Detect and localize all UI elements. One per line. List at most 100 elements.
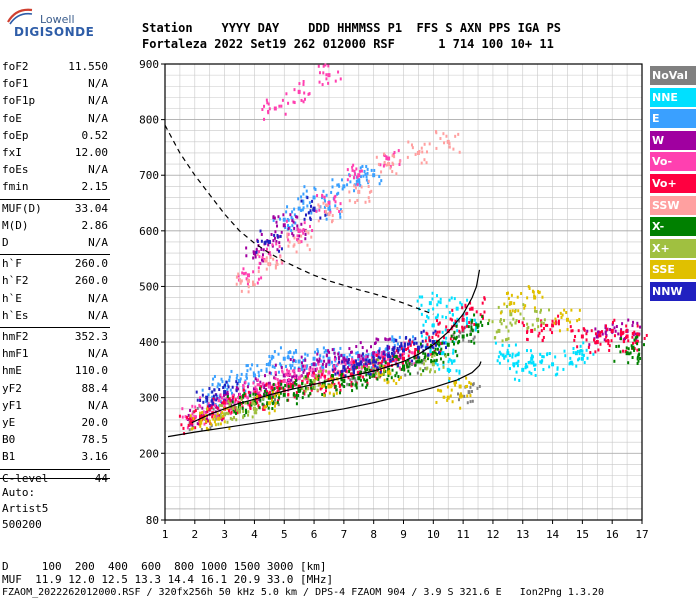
echo-point-vo- [221, 396, 224, 400]
echo-point-sse [446, 398, 449, 402]
echo-point-ssw [279, 255, 282, 259]
echo-point-vo- [218, 413, 221, 417]
echo-point-nne [453, 359, 456, 363]
echo-point-vo- [387, 362, 391, 367]
echo-point-w [384, 337, 387, 341]
echo-point-w [249, 391, 252, 395]
echo-point-x- [394, 374, 397, 378]
echo-point-x- [225, 411, 228, 415]
logo-text-digisonde: DIGISONDE [14, 25, 95, 39]
param-label: h`E [2, 291, 22, 305]
echo-point-x- [278, 387, 281, 391]
echo-point-nnw [276, 235, 279, 239]
echo-point-ssw [317, 219, 320, 223]
echo-point-vo- [599, 334, 602, 338]
echo-point-e [221, 380, 224, 384]
echo-point-sse [386, 381, 389, 385]
echo-point-vo- [346, 370, 349, 374]
auto-label: Auto: [2, 486, 36, 499]
echo-point-sse [516, 295, 519, 299]
echo-point-e [217, 382, 220, 386]
echo-point-noval [469, 329, 472, 333]
echo-point-e [287, 356, 290, 360]
echo-point-vo- [287, 232, 290, 236]
echo-point-nne [513, 364, 516, 368]
echo-point-vo- [246, 396, 249, 400]
echo-point-e [339, 215, 342, 219]
echo-point-vo- [622, 340, 625, 344]
param-label: foF1 [2, 77, 29, 91]
echo-point-vo- [636, 339, 639, 343]
echo-point-ssw [308, 248, 311, 252]
echo-point-vo- [257, 394, 260, 398]
echo-point-ssw [348, 190, 351, 194]
echo-point-ssw [253, 283, 256, 287]
echo-point-vo- [625, 334, 629, 339]
echo-point-vo- [189, 420, 192, 424]
echo-point-w [292, 234, 295, 238]
echo-point-nne [570, 361, 573, 365]
echo-point-ssw [306, 243, 309, 247]
echo-point-x- [293, 381, 296, 385]
echo-point-nne [563, 349, 566, 353]
echo-point-x- [355, 365, 358, 369]
echo-point-w [302, 370, 305, 374]
echo-point-vo- [302, 82, 305, 86]
echo-point-x- [244, 401, 247, 405]
echo-point-vo- [266, 390, 269, 394]
echo-point-nne [578, 352, 581, 356]
echo-point-nne [452, 348, 455, 352]
echo-point-sse [569, 320, 572, 324]
echo-point-x- [226, 395, 229, 399]
echo-point-x- [229, 402, 232, 406]
echo-point-nne [580, 349, 583, 353]
echo-point-vo- [236, 411, 239, 415]
echo-point-nne [434, 361, 437, 365]
echo-point-x- [548, 308, 551, 312]
echo-point-w [601, 332, 604, 336]
echo-point-e [322, 366, 325, 370]
echo-point-vo- [206, 409, 209, 413]
echo-point-nnw [421, 344, 424, 348]
echo-point-e [330, 190, 333, 194]
echo-point-nne [541, 359, 544, 363]
echo-point-vo- [259, 394, 262, 398]
echo-point-e [392, 337, 395, 341]
echo-point-w [187, 413, 190, 417]
echo-point-vo- [458, 329, 461, 333]
echo-point-e [282, 356, 286, 361]
echo-point-ssw [364, 200, 367, 204]
echo-point-e [323, 205, 326, 209]
echo-point-nne [575, 364, 578, 368]
echo-point-x- [263, 389, 266, 393]
param-row: foF1p N/A [2, 94, 108, 111]
echo-point-noval [407, 361, 410, 365]
echo-point-e [269, 359, 272, 363]
echo-point-ssw [421, 150, 424, 154]
echo-point-vo- [222, 400, 225, 404]
echo-point-nnw [215, 393, 218, 397]
param-row: foF1 N/A [2, 77, 108, 94]
echo-point-x- [422, 351, 425, 355]
echo-point-nne [539, 352, 542, 356]
echo-point-noval [472, 337, 475, 341]
echo-point-w [304, 232, 307, 236]
echo-point-sse [561, 313, 564, 317]
echo-point-nnw [403, 344, 406, 348]
echo-point-vo- [454, 319, 457, 323]
echo-point-vo- [285, 381, 288, 385]
echo-point-x- [266, 401, 269, 405]
echo-point-vo- [643, 336, 646, 340]
echo-point-vo- [619, 329, 622, 333]
echo-point-w [298, 234, 301, 238]
echo-point-vo- [435, 333, 438, 337]
echo-point-vo- [580, 334, 584, 339]
param-value: 11.550 [68, 60, 108, 73]
echo-point-sse [323, 394, 326, 398]
echo-point-vo- [317, 362, 320, 366]
panel-separator [0, 327, 110, 328]
echo-point-sse [523, 306, 526, 310]
echo-point-vo- [269, 254, 272, 258]
echo-point-w [325, 353, 328, 357]
echo-point-nnw [342, 365, 346, 370]
